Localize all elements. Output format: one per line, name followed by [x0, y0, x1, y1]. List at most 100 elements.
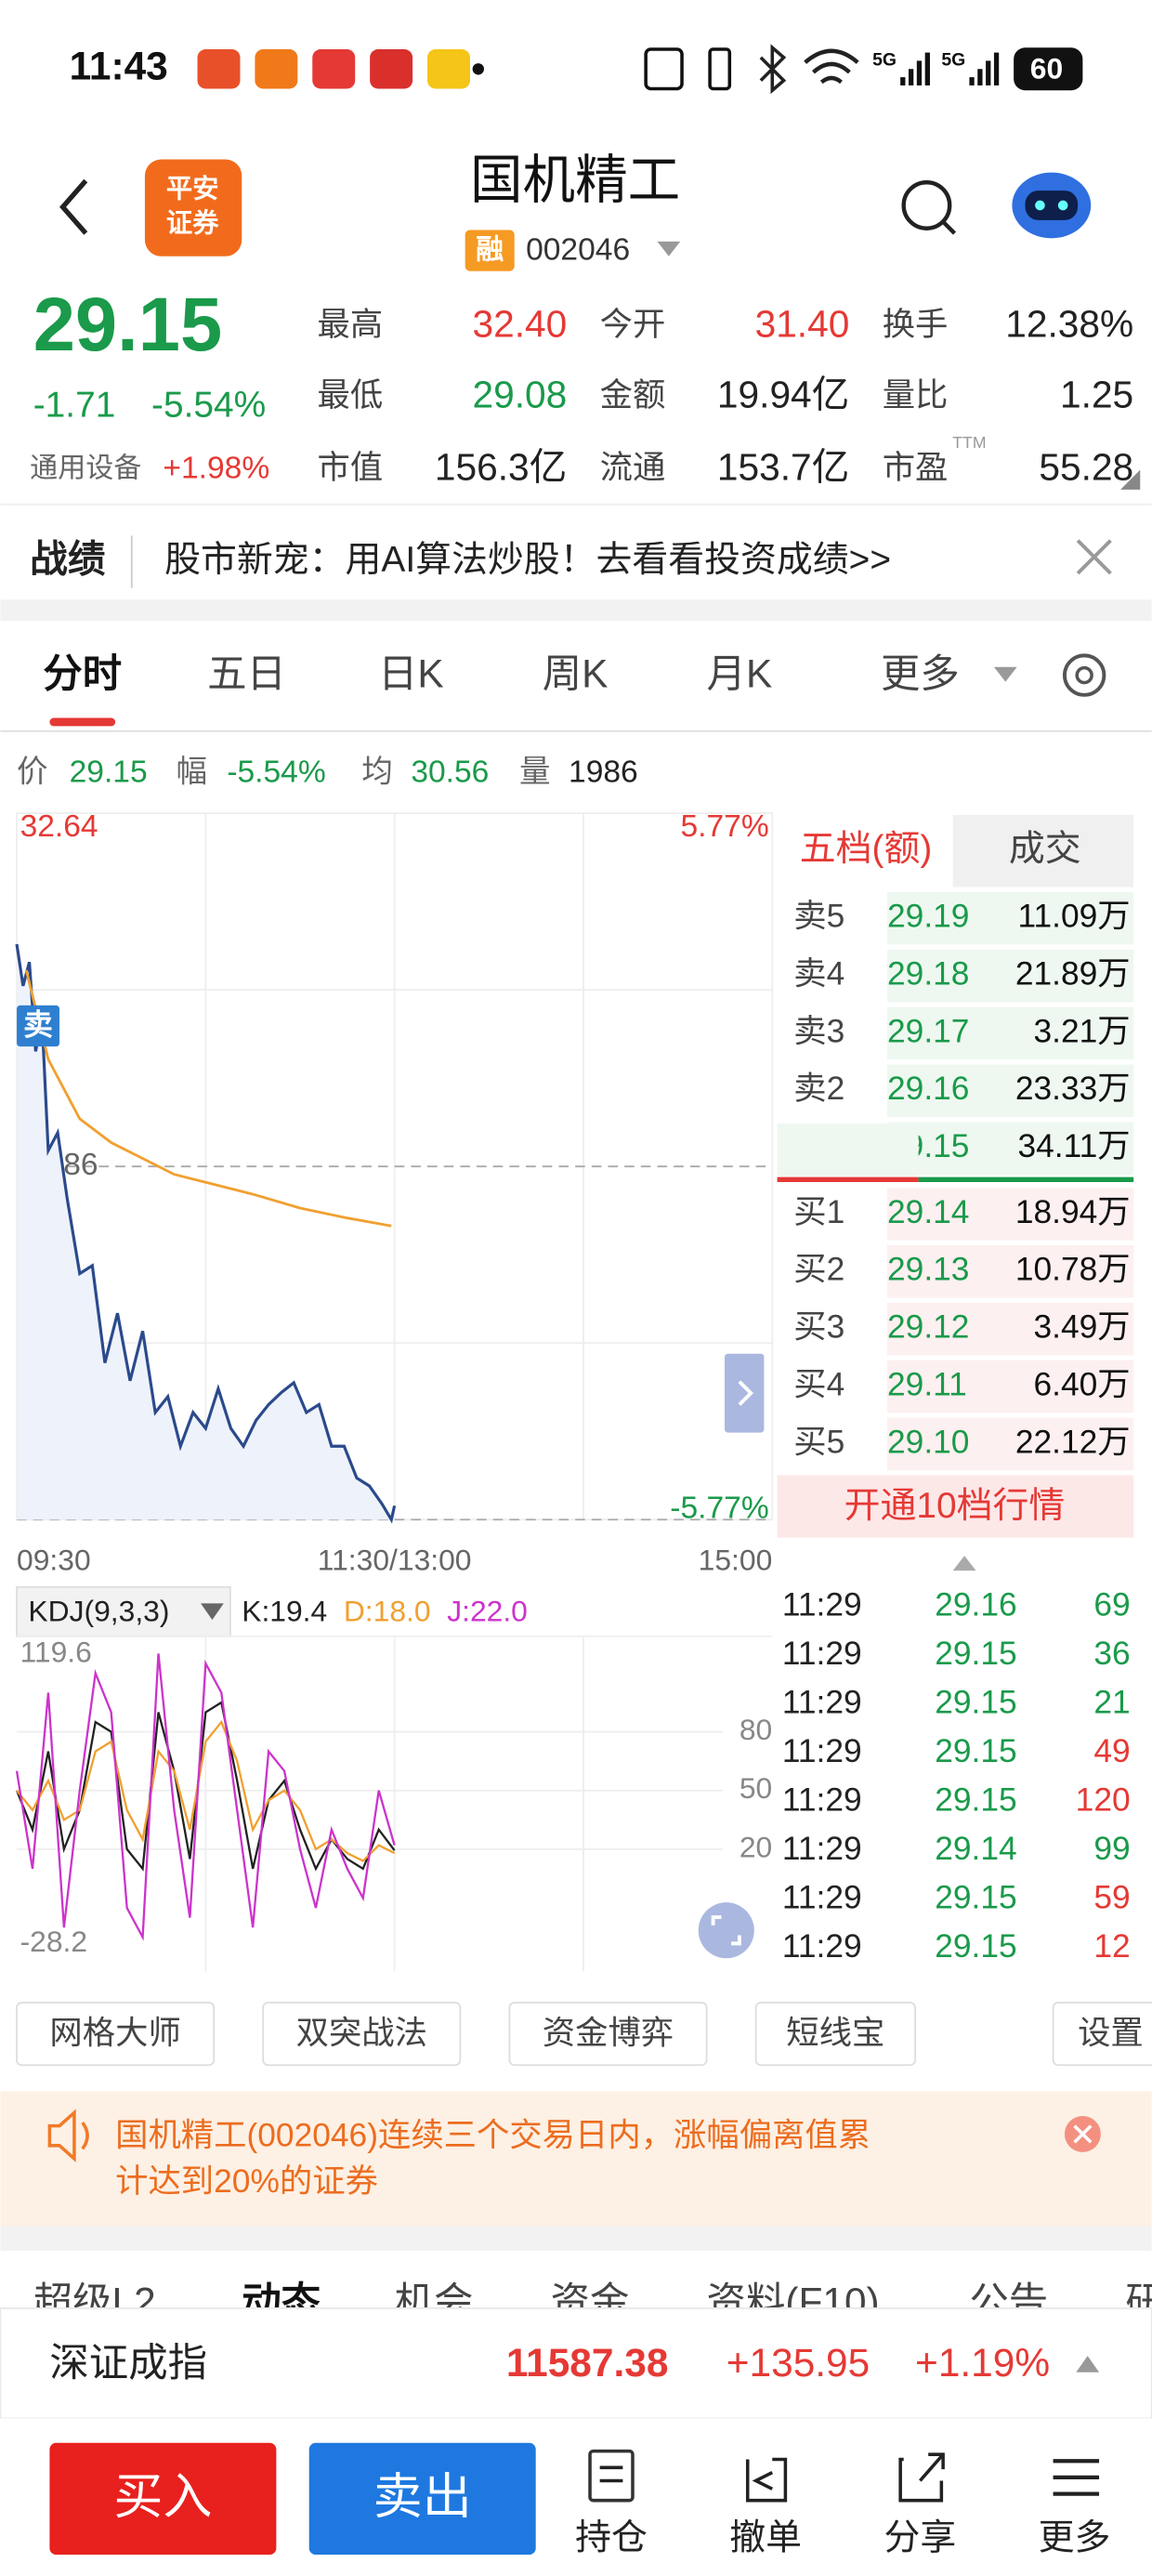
chart-tab[interactable]: 周K	[543, 652, 609, 696]
x-tick-label: 09:30	[17, 1544, 91, 1577]
margin-tag-text: 融	[476, 234, 504, 265]
tool-label[interactable]: 资金博弈	[543, 2016, 674, 2052]
trade-volume: 99	[1093, 1831, 1130, 1867]
chart-tab[interactable]: 月K	[707, 652, 773, 696]
search-button[interactable]	[901, 180, 952, 230]
trade-price: 29.14	[935, 1831, 1016, 1867]
code-caret	[657, 241, 681, 256]
legend-entry: K:19.4	[242, 1594, 327, 1627]
action-label[interactable]: 更多	[1039, 2517, 1111, 2557]
indicator-select[interactable]	[16, 1585, 231, 1637]
stat-value: 29.08	[473, 374, 568, 416]
level-price: 29.13	[887, 1252, 969, 1288]
index-value: 11587.38	[506, 2341, 669, 2385]
settings-button[interactable]	[1062, 653, 1106, 697]
tool-label[interactable]: 双突战法	[296, 2016, 427, 2052]
chart-tab[interactable]: 分时	[43, 652, 122, 696]
action-label[interactable]: 持仓	[575, 2517, 648, 2557]
info-value: -5.54%	[227, 756, 325, 790]
sell-button-text[interactable]: 卖出	[373, 2470, 472, 2525]
chart-tab[interactable]: 日K	[378, 652, 444, 696]
stat-value: 156.3亿	[435, 445, 567, 488]
back-button[interactable]	[59, 178, 88, 235]
trade-volume: 21	[1093, 1684, 1130, 1720]
legend-entry: D:18.0	[344, 1594, 431, 1627]
fullscreen-button[interactable]	[698, 1902, 754, 1959]
index-name: 深证成指	[49, 2341, 207, 2385]
logo-text: 平安	[166, 174, 219, 204]
tool-button[interactable]	[754, 2002, 916, 2067]
trade-price: 29.15	[935, 1636, 1016, 1672]
trade-time: 11:29	[782, 1781, 862, 1818]
nfc-icon	[644, 47, 684, 91]
level-bg	[887, 1417, 1134, 1471]
action-label[interactable]: 撤单	[729, 2517, 802, 2557]
info-value: 30.56	[411, 756, 489, 790]
tool-button[interactable]	[1052, 2002, 1152, 2067]
signal-bar	[916, 60, 923, 85]
change: -1.71	[33, 386, 116, 426]
notice-text: 国机精工(002046)连续三个交易日内，涨幅偏离值累	[115, 2117, 871, 2153]
signal-bar	[924, 52, 930, 85]
level-volume: 3.21万	[1034, 1013, 1131, 1049]
upgrade-button	[777, 1475, 1134, 1538]
trade-time: 11:29	[782, 1636, 862, 1672]
chart-tab[interactable]: 五日	[207, 652, 286, 696]
sell-marker	[17, 1005, 60, 1047]
stat-label: 量比	[883, 377, 949, 414]
book-tab[interactable]: 五档(额)	[800, 829, 933, 869]
banner-close[interactable]	[1076, 539, 1112, 575]
level-bg	[887, 1006, 1134, 1060]
bluetooth-icon	[759, 44, 787, 95]
tool-button[interactable]	[16, 2002, 216, 2067]
tool-label[interactable]: 短线宝	[786, 2016, 884, 2052]
stock-code: 002046	[526, 232, 630, 267]
book-tab[interactable]: 成交	[1009, 829, 1081, 869]
tool-button[interactable]	[262, 2002, 462, 2067]
upgrade-button-text[interactable]: 开通10档行情	[844, 1486, 1066, 1526]
tool-button[interactable]	[508, 2002, 708, 2067]
trade-time: 11:29	[782, 1684, 862, 1720]
trade-time: 11:29	[782, 1586, 862, 1623]
sector: 通用设备	[30, 453, 141, 484]
speaker-icon	[47, 2109, 89, 2162]
sell-button[interactable]	[308, 2442, 536, 2556]
x-tick-label: 15:00	[699, 1544, 773, 1577]
expand-panel-button	[724, 1353, 765, 1433]
expand-arrow	[738, 1380, 754, 1406]
level-bg	[887, 1245, 1134, 1298]
level-label: 卖2	[793, 1071, 844, 1107]
chart-tab[interactable]: 更多	[881, 652, 960, 696]
level-label: 买3	[793, 1309, 844, 1346]
level-volume: 3.49万	[1034, 1309, 1131, 1346]
banner-text[interactable]: 股市新宠：用AI算法炒股！去看看投资成绩>>	[164, 540, 891, 580]
trade-price: 29.15	[935, 1879, 1016, 1915]
trade-price: 29.15	[935, 1733, 1016, 1769]
banner-label: 战绩	[30, 537, 106, 580]
more-caret	[993, 666, 1017, 682]
level-price: 29.10	[887, 1424, 969, 1460]
dot	[472, 63, 484, 75]
y2-tick-label: 80	[740, 1713, 772, 1746]
indicator-caret	[201, 1603, 224, 1621]
trade-price: 29.16	[935, 1586, 1016, 1623]
avg-line	[24, 969, 392, 1228]
buy-button[interactable]	[49, 2442, 277, 2556]
tab-indicator	[49, 717, 116, 727]
fullscreen-icon	[711, 1915, 741, 1946]
level-bg	[887, 949, 1134, 1003]
action-label[interactable]: 分享	[884, 2517, 956, 2557]
tool-label[interactable]: 网格大师	[49, 2016, 180, 2052]
level-volume: 18.94万	[1015, 1194, 1131, 1230]
level-price: 29.11	[887, 1366, 967, 1402]
buy-button-text[interactable]: 买入	[113, 2470, 212, 2525]
trade-volume: 49	[1093, 1733, 1130, 1769]
network-label: 5G	[941, 50, 965, 71]
position-icon	[588, 2449, 635, 2503]
tool-label[interactable]: 设置	[1078, 2016, 1144, 2052]
level-bg	[887, 1188, 1134, 1241]
stat-label: 市盈	[883, 450, 949, 486]
stat-label: 最高	[318, 307, 384, 343]
